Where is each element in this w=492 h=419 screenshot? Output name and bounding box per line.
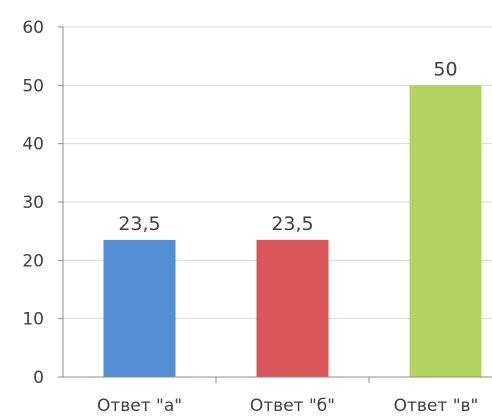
bar-1 bbox=[103, 239, 176, 377]
category-label-1: Ответ "а" bbox=[97, 396, 182, 416]
x-axis-category-labels: Ответ "а" Ответ "б" Ответ "в" bbox=[97, 396, 478, 416]
data-labels: 23,5 23,5 50 bbox=[118, 58, 457, 235]
y-tick-label-50: 50 bbox=[22, 76, 44, 96]
y-tick-label-10: 10 bbox=[22, 310, 44, 330]
axes bbox=[58, 26, 492, 383]
y-axis-tick-labels: 0 10 20 30 40 50 60 bbox=[22, 18, 44, 388]
data-label-1: 23,5 bbox=[118, 213, 160, 235]
bars bbox=[103, 85, 482, 377]
category-label-3: Ответ "в" bbox=[394, 396, 479, 416]
data-label-3: 50 bbox=[433, 58, 457, 80]
y-tick-label-40: 40 bbox=[22, 135, 44, 155]
y-tick-label-20: 20 bbox=[22, 251, 44, 271]
y-tick-label-60: 60 bbox=[22, 18, 44, 38]
data-label-2: 23,5 bbox=[271, 213, 313, 235]
y-tick-label-30: 30 bbox=[22, 193, 44, 213]
bar-3 bbox=[409, 85, 482, 377]
bar-2 bbox=[256, 239, 329, 377]
y-tick-label-0: 0 bbox=[33, 368, 44, 388]
category-label-2: Ответ "б" bbox=[250, 396, 335, 416]
